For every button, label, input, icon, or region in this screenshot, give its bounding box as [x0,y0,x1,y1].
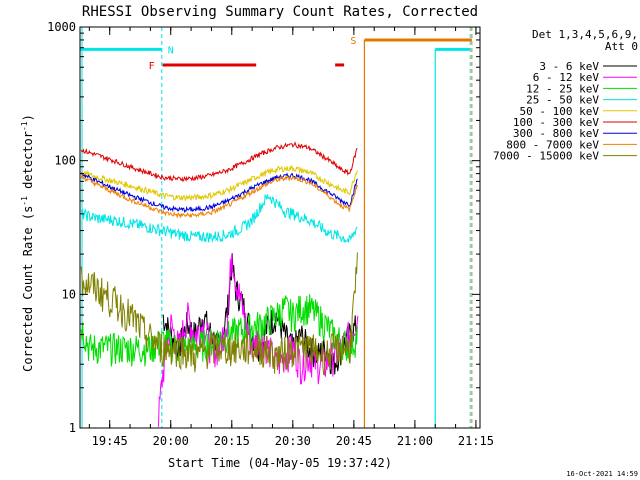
x-tick-label: 20:30 [275,434,311,448]
flare-marker-label: F [149,61,155,72]
legend-entry-label: 100 - 300 keV [513,116,599,129]
series-layer [80,141,359,427]
legend-entry-label: 7000 - 15000 keV [493,150,599,163]
series-line-6 [80,172,358,214]
y-tick-label: 10 [62,287,76,301]
y-tick-label: 1 [69,421,76,435]
series-line-8 [80,252,358,376]
x-tick-label: 20:00 [153,434,189,448]
legend-entry-label: 300 - 800 keV [513,127,599,140]
series-line-5 [80,141,358,183]
legend-header-line: Att 0 [605,40,638,53]
series-line-4 [80,164,358,202]
axes: 19:45 20:00 20:15 20:30 20:45 21:00 21:15 1 10 10… [47,20,494,448]
y-axis-label: Corrected Count Rate (s-1 detector-1) [20,114,35,372]
legend-entry-label: 50 - 100 keV [520,105,600,118]
legend-entry-label: 25 - 50 keV [526,94,599,107]
chart-title: RHESSI Observing Summary Count Rates, Co… [82,4,478,20]
x-tick-label: 19:45 [92,434,128,448]
legend-header-line: Det 1,3,4,5,6,9, [532,28,638,41]
legend-entry-label: 6 - 12 keV [533,71,600,84]
x-tick-label: 21:15 [458,434,494,448]
y-tick-label: 100 [54,154,76,168]
legend-entry-label: 3 - 6 keV [539,60,599,73]
series-line-7 [80,173,358,219]
series-line-3 [80,193,358,243]
night-marker-label: N [168,45,174,56]
legend-entry-label: 800 - 7000 keV [506,138,599,151]
x-tick-label: 20:45 [336,434,372,448]
marker-layer: N F S [80,27,473,428]
x-tick-label: 20:15 [214,434,250,448]
y-tick-label: 1000 [47,20,76,34]
x-tick-label: 21:00 [397,434,433,448]
series-line-2 [80,294,358,367]
x-axis-label: Start Time (04-May-05 19:37:42) [168,456,392,470]
legend-entry-label: 12 - 25 keV [526,82,599,95]
timestamp: 16-Oct-2021 14:59 [566,470,638,478]
saa-marker-label: S [350,36,356,47]
plot-frame [79,26,481,429]
